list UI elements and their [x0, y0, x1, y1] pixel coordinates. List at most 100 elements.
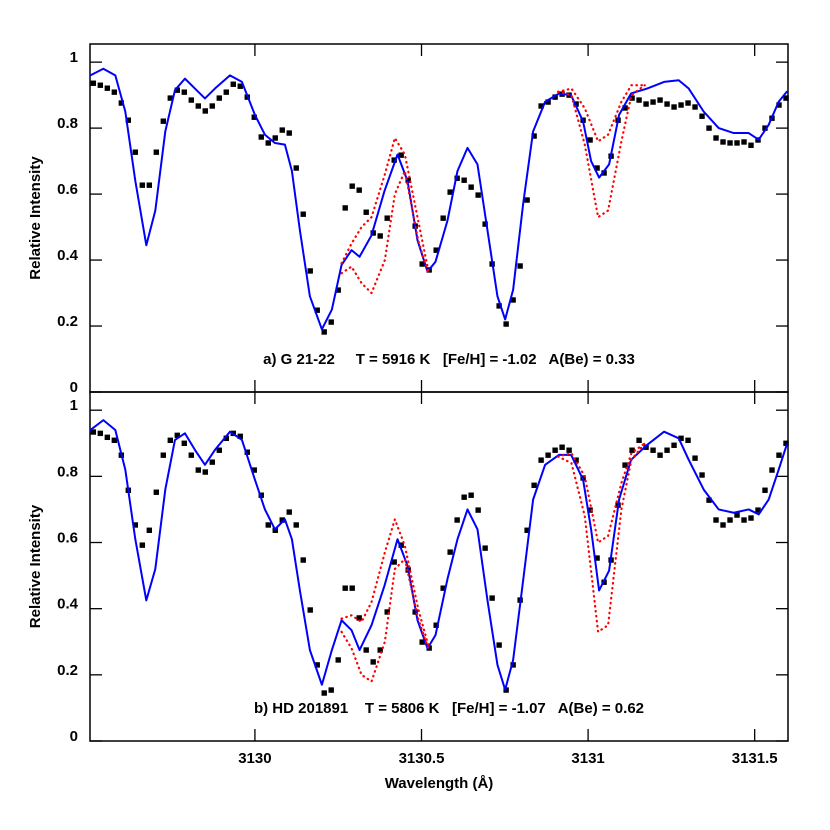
observed-point — [153, 149, 160, 155]
observed-point — [237, 83, 243, 89]
observed-point — [216, 447, 222, 453]
observed-point — [342, 205, 348, 211]
observed-point — [356, 615, 362, 621]
observed-point — [251, 467, 257, 473]
observed-point — [153, 489, 160, 495]
observed-point — [328, 319, 334, 325]
observed-point — [314, 307, 320, 313]
observed-point — [545, 452, 551, 458]
observed-point — [769, 467, 775, 473]
observed-point — [489, 595, 495, 601]
model-line-dotted — [340, 442, 646, 647]
model-line-dotted — [340, 84, 646, 272]
observed-point — [524, 197, 530, 203]
y-tick-label: 0.2 — [57, 662, 78, 679]
observed-point — [657, 97, 663, 103]
observed-point — [447, 549, 453, 555]
observed-point — [202, 108, 208, 114]
observed-point — [573, 457, 579, 463]
model-line-dotted — [340, 84, 646, 295]
observed-point — [734, 512, 740, 518]
observed-point — [146, 182, 153, 188]
observed-point — [335, 657, 341, 663]
observed-point — [762, 487, 768, 493]
observed-point — [258, 134, 264, 140]
observed-point — [748, 515, 754, 521]
observed-point — [167, 95, 173, 101]
observed-point — [671, 442, 677, 448]
observed-point — [692, 104, 698, 110]
observed-point — [104, 85, 111, 91]
observed-point — [699, 472, 705, 478]
observed-point — [223, 89, 229, 95]
observed-point — [223, 435, 229, 442]
observed-point — [90, 429, 97, 435]
x-tick-label: 3131 — [571, 750, 604, 767]
observed-point — [559, 444, 565, 450]
observed-point — [482, 221, 488, 227]
observed-point — [678, 102, 684, 108]
observed-point — [216, 95, 222, 101]
observed-point — [727, 517, 733, 523]
observed-point — [160, 452, 166, 458]
observed-point — [678, 435, 684, 442]
observed-point — [510, 662, 516, 668]
y-tick-label: 0 — [70, 728, 78, 745]
observed-point — [622, 105, 628, 111]
observed-point — [195, 103, 201, 109]
observed-point — [517, 263, 523, 269]
y-tick-label: 0.6 — [57, 181, 78, 198]
observed-point — [349, 183, 355, 189]
observed-point — [181, 440, 187, 446]
observed-point — [671, 104, 677, 110]
observed-point — [244, 449, 250, 455]
observed-point — [433, 247, 439, 253]
observed-point — [349, 585, 355, 591]
observed-point — [307, 607, 313, 613]
observed-point — [545, 99, 551, 105]
observed-point — [636, 97, 642, 103]
observed-point — [552, 447, 558, 453]
observed-point — [286, 509, 292, 515]
observed-point — [293, 165, 299, 171]
observed-point — [440, 585, 446, 591]
observed-point — [272, 527, 278, 533]
observed-point — [132, 522, 139, 528]
observed-point — [251, 114, 257, 120]
observed-point — [643, 101, 649, 107]
observed-point — [300, 211, 306, 217]
observed-point — [776, 102, 782, 108]
observed-point — [622, 462, 628, 468]
observed-point — [741, 517, 747, 523]
observed-point — [111, 437, 118, 443]
y-axis-label: Relative Intensity — [27, 156, 44, 280]
observed-point — [265, 522, 271, 528]
observed-point — [188, 97, 194, 103]
observed-point — [440, 215, 446, 221]
observed-point — [510, 297, 516, 303]
observed-point — [188, 452, 194, 458]
observed-point — [356, 187, 362, 193]
observed-point — [265, 140, 271, 146]
observed-point — [594, 555, 600, 561]
observed-point — [335, 287, 341, 293]
observed-point — [377, 233, 383, 239]
observed-point — [209, 459, 215, 465]
observed-point — [496, 642, 502, 648]
observed-point — [167, 437, 173, 443]
observed-point — [104, 434, 111, 441]
observed-point — [398, 152, 404, 158]
observed-point — [447, 189, 453, 195]
y-tick-label: 1 — [70, 49, 78, 66]
observed-point — [328, 687, 334, 693]
observed-point — [146, 527, 153, 533]
observed-point — [118, 100, 125, 106]
observed-point — [426, 645, 432, 651]
observed-point — [664, 447, 670, 453]
observed-point — [391, 559, 397, 565]
observed-point — [279, 127, 285, 133]
observed-point — [692, 455, 698, 461]
observed-point — [503, 321, 509, 327]
observed-point — [419, 639, 425, 645]
observed-point — [783, 440, 789, 446]
